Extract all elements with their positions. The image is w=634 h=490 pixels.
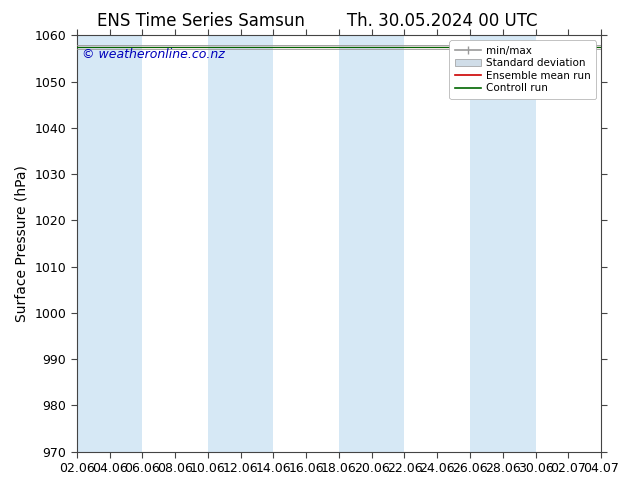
Legend: min/max, Standard deviation, Ensemble mean run, Controll run: min/max, Standard deviation, Ensemble me… xyxy=(450,41,596,98)
Text: ENS Time Series Samsun        Th. 30.05.2024 00 UTC: ENS Time Series Samsun Th. 30.05.2024 00… xyxy=(97,12,537,30)
Bar xyxy=(601,35,634,452)
Bar xyxy=(339,35,404,452)
Bar xyxy=(77,35,143,452)
Y-axis label: Surface Pressure (hPa): Surface Pressure (hPa) xyxy=(15,165,29,322)
Bar xyxy=(470,35,536,452)
Bar xyxy=(208,35,273,452)
Text: © weatheronline.co.nz: © weatheronline.co.nz xyxy=(82,48,225,61)
